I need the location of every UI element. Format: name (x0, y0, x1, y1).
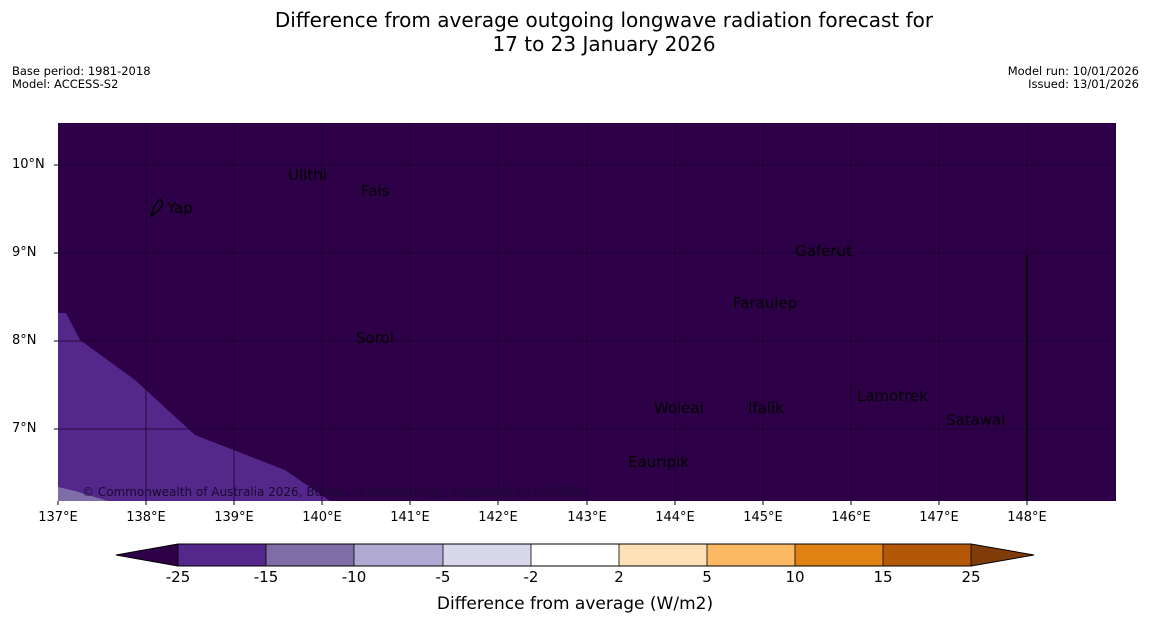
issued-date: Issued: 13/01/2026 (1028, 77, 1139, 91)
gridlines (58, 123, 1116, 501)
colorbar (115, 543, 1035, 567)
lon-label-144e: 144°E (655, 510, 695, 525)
lon-label-146e: 146°E (831, 510, 871, 525)
place-lamotrek: Lamotrek (857, 387, 928, 405)
anomaly-region-minus-25 (58, 313, 330, 501)
place-satawal: Satawal (946, 411, 1006, 429)
colorbar-tick-label: 25 (961, 568, 981, 586)
lat-label-10n: 10°N (12, 157, 45, 172)
base-period: Base period: 1981-2018 (12, 64, 151, 78)
meta-left: Base period: 1981-2018 Model: ACCESS-S2 (12, 65, 151, 91)
colorbar-tick-label: -25 (165, 568, 191, 586)
lat-label-9n: 9°N (12, 245, 37, 260)
colorbar-segment-6 (619, 544, 707, 566)
lon-label-143e: 143°E (567, 510, 607, 525)
colorbar-tick-label: -10 (341, 568, 367, 586)
lon-label-139e: 139°E (214, 510, 254, 525)
lon-label-137e: 137°E (38, 510, 78, 525)
colorbar-tick-label: 5 (702, 568, 712, 586)
lon-label-147e: 147°E (919, 510, 959, 525)
colorbar-tick-label: -5 (435, 568, 451, 586)
colorbar-segment-5 (531, 544, 619, 566)
colorbar-segment-7 (707, 544, 795, 566)
colorbar-low-extension (116, 544, 178, 566)
colorbar-tick-label: -15 (253, 568, 279, 586)
lat-label-7n: 7°N (12, 421, 37, 436)
colorbar-tick-label: 2 (614, 568, 624, 586)
meta-right: Model run: 10/01/2026 Issued: 13/01/2026 (1008, 65, 1139, 91)
place-gaferut: Gaferut (795, 242, 852, 260)
colorbar-tick-label: 10 (785, 568, 805, 586)
colorbar-segment-4 (443, 544, 531, 566)
place-faraulep: Faraulep (733, 294, 798, 312)
model-name: Model: ACCESS-S2 (12, 77, 119, 91)
colorbar-segment-9 (883, 544, 971, 566)
colorbar-segment-8 (795, 544, 883, 566)
place-woleai: Woleai (654, 399, 704, 417)
lat-label-8n: 8°N (12, 333, 37, 348)
model-run: Model run: 10/01/2026 (1007, 64, 1139, 78)
tick-marks (54, 164, 1028, 505)
place-yap: Yap (167, 199, 193, 217)
colorbar-title: Difference from average (W/m2) (436, 594, 714, 614)
colorbar-segment-3 (354, 544, 443, 566)
lon-label-145e: 145°E (743, 510, 783, 525)
colorbar-tick-label: 15 (873, 568, 893, 586)
lon-label-148e: 148°E (1007, 510, 1047, 525)
place-sorol: Sorol (356, 329, 394, 347)
lon-label-138e: 138°E (126, 510, 166, 525)
lon-label-142e: 142°E (478, 510, 518, 525)
colorbar-high-extension (971, 544, 1034, 566)
colorbar-segment-1 (178, 544, 266, 566)
anomaly-region-minus-15 (58, 487, 108, 501)
place-fais: Fais (361, 182, 390, 200)
place-eauripik: Eauripik (628, 453, 689, 471)
colorbar-segment-2 (266, 544, 354, 566)
yap-island-shape (149, 197, 164, 218)
copyright-notice: © Commonwealth of Australia 2026, Bureau… (82, 485, 588, 499)
title-line-2: 17 to 23 January 2026 (492, 32, 716, 56)
colorbar-tick-label: -2 (523, 568, 539, 586)
lon-label-140e: 140°E (302, 510, 342, 525)
chart-title: Difference from average outgoing longwav… (0, 8, 1150, 56)
lon-label-141e: 141°E (390, 510, 430, 525)
place-ulithi: Ulithi (288, 166, 327, 184)
title-line-1: Difference from average outgoing longwav… (274, 8, 934, 32)
place-ifalik: Ifalik (748, 399, 784, 417)
